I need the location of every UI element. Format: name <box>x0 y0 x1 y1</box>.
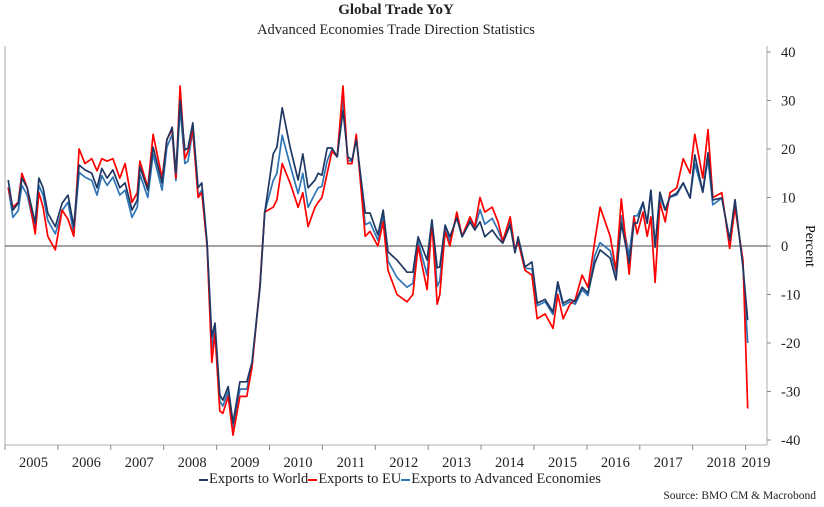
y-tick-label: -20 <box>781 336 800 352</box>
series-line-exports-to-eu <box>7 85 749 436</box>
x-tick-label: 2007 <box>125 455 154 471</box>
y-tick-label: 10 <box>781 191 796 207</box>
x-tick-label: 2008 <box>178 455 207 471</box>
y-tick-label: -10 <box>781 288 800 304</box>
series-line-exports-to-advanced-economies <box>7 97 749 429</box>
x-tick-label: 2011 <box>337 455 365 471</box>
x-tick-label: 2013 <box>442 455 471 471</box>
y-axis: 40 30 20 10 0 -10 -20 -30 -40 <box>767 45 800 449</box>
y-tick-label: -40 <box>781 433 800 449</box>
legend-swatch-advanced <box>401 478 411 481</box>
y-tick-label: -30 <box>781 385 800 401</box>
legend-item-eu: Exports to EU <box>308 471 401 487</box>
legend-swatch-world <box>199 478 209 481</box>
x-tick-label: 2019 <box>742 455 771 471</box>
x-tick-label: 2018 <box>707 455 736 471</box>
y-axis-label: Percent <box>802 225 817 267</box>
chart-subtitle: Advanced Economies Trade Direction Stati… <box>257 22 535 38</box>
chart-title: Global Trade YoY <box>338 2 454 18</box>
x-tick-label: 2009 <box>231 455 260 471</box>
legend-label-eu: Exports to EU <box>318 471 402 487</box>
legend-label-world: Exports to World <box>209 471 309 487</box>
x-tick-label: 2012 <box>389 455 418 471</box>
legend-label-advanced: Exports to Advanced Economies <box>411 471 601 487</box>
y-tick-label: 40 <box>781 45 796 61</box>
x-tick-label: 2005 <box>19 455 48 471</box>
y-tick-label: 30 <box>781 94 796 110</box>
legend-item-advanced: Exports to Advanced Economies <box>401 471 601 487</box>
legend: Exports to World Exports to EU Exports to … <box>0 471 800 488</box>
x-tick-label: 2016 <box>601 455 630 471</box>
y-tick-label: 0 <box>781 239 788 255</box>
legend-swatch-eu <box>308 478 318 481</box>
x-tick-label: 2014 <box>495 455 525 471</box>
x-tick-label: 2010 <box>283 455 312 471</box>
series-lines <box>7 85 749 436</box>
x-tick-label: 2015 <box>548 455 577 471</box>
x-tick-label: 2006 <box>72 455 101 471</box>
legend-item-world: Exports to World <box>199 471 308 487</box>
x-tick-label: 2017 <box>654 455 683 471</box>
source-note: Source: BMO CM & Macrobond <box>663 490 816 502</box>
x-axis: 2005 2006 2007 2008 2009 2010 2011 2012 2013 2014… <box>4 445 771 471</box>
series-line-exports-to-world <box>7 99 749 424</box>
y-tick-label: 20 <box>781 142 796 158</box>
